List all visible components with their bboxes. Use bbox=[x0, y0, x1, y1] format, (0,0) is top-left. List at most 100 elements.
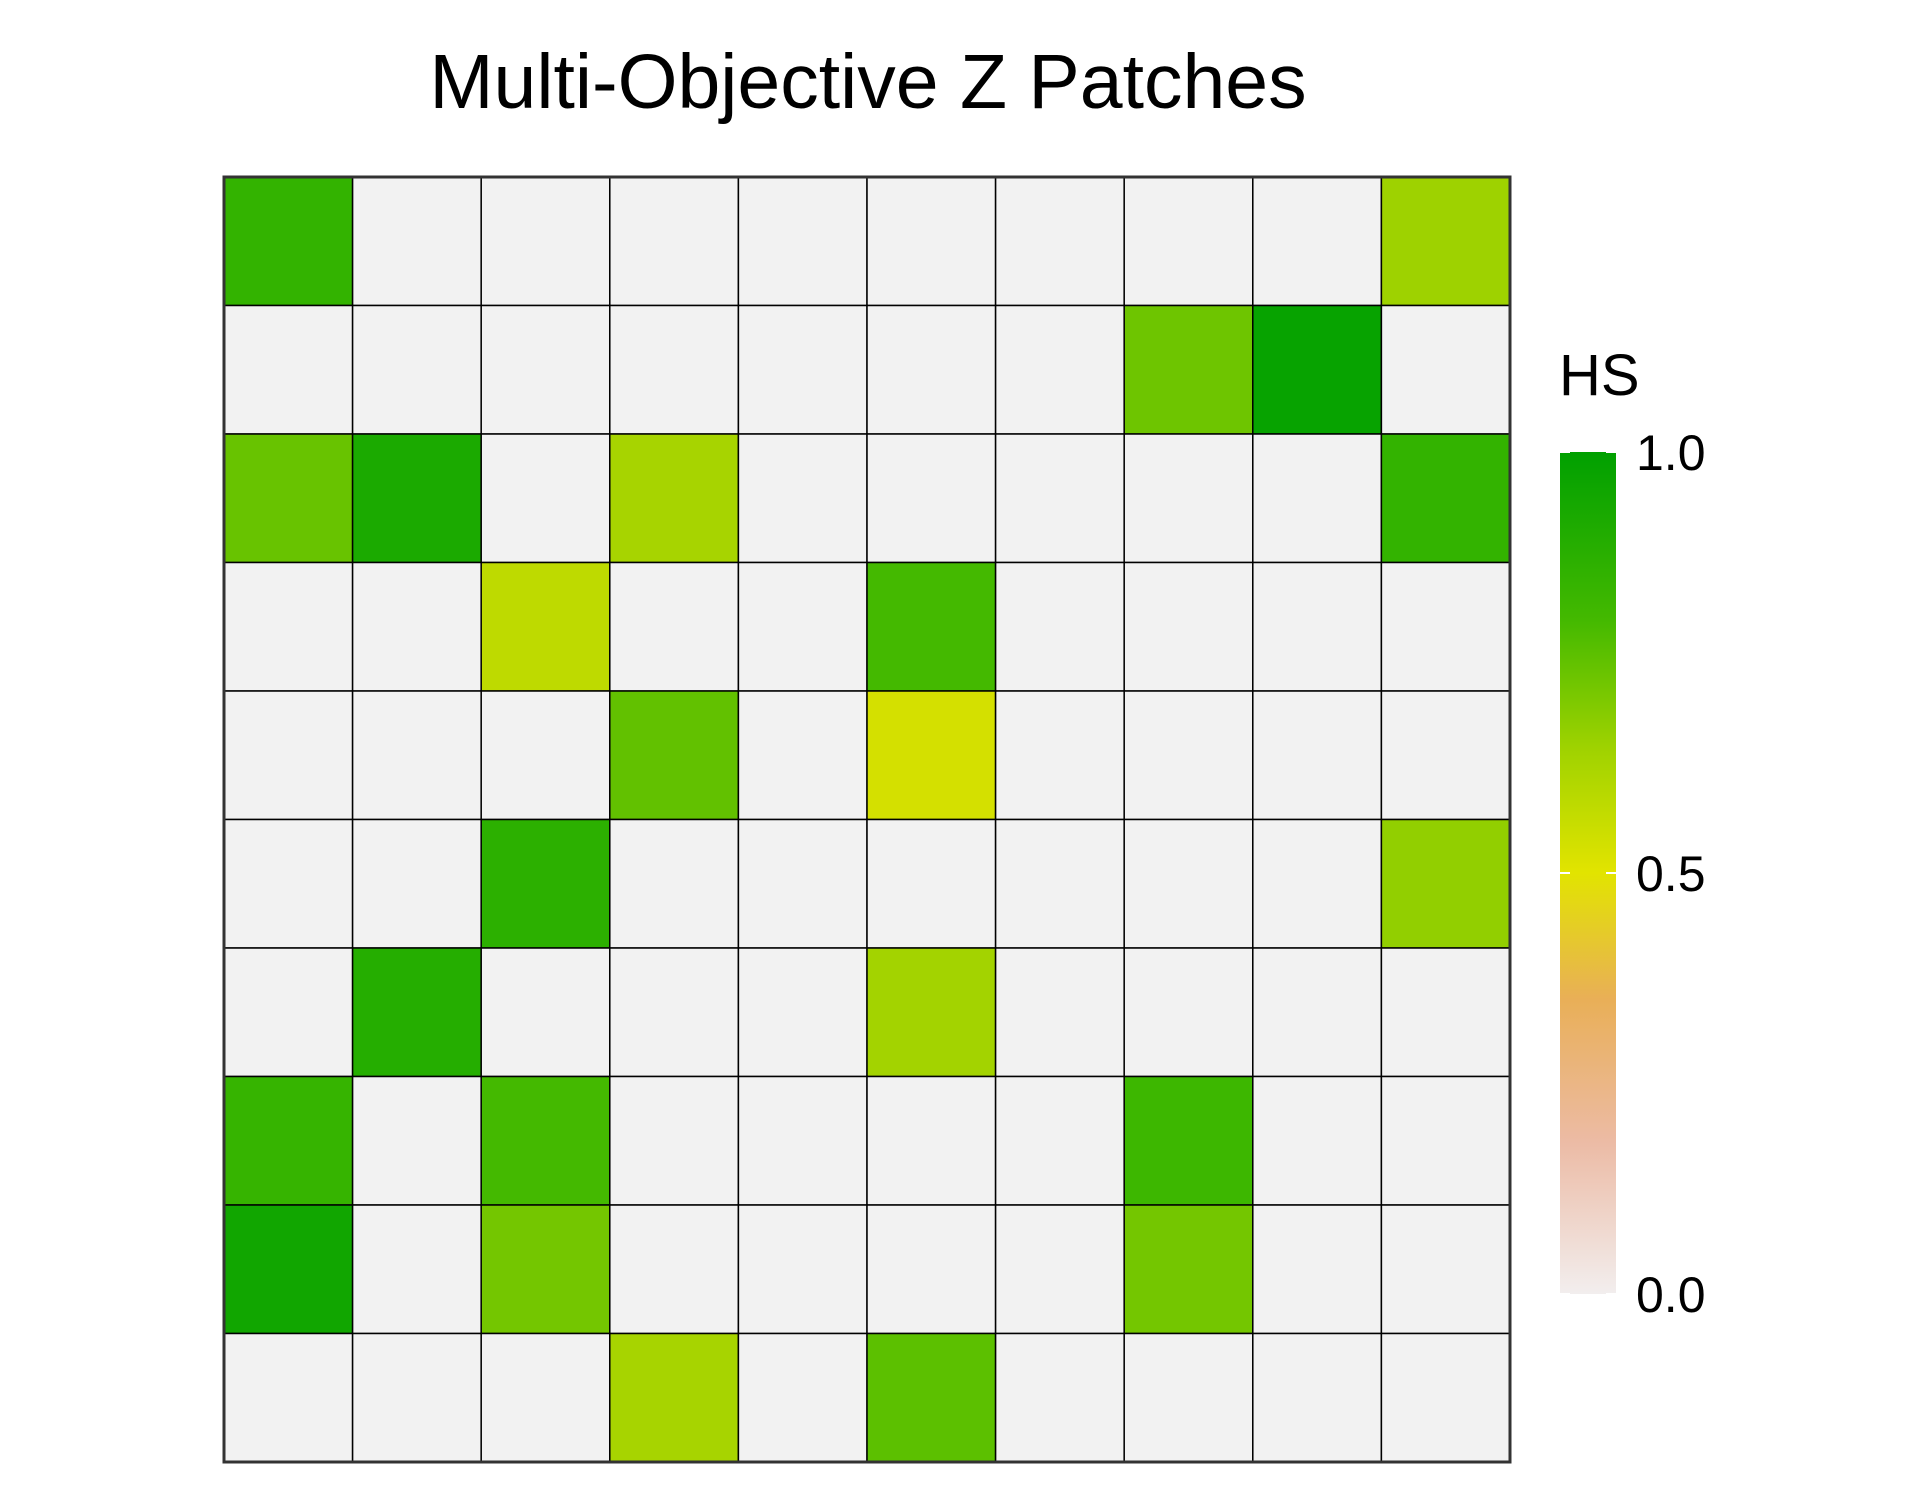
heatmap-cell-r7-c1 bbox=[223, 947, 354, 1078]
heatmap-cell-r6-c4 bbox=[609, 818, 740, 949]
heatmap-cell-r3-c9 bbox=[1252, 433, 1383, 564]
heatmap-cell-r5-c5 bbox=[737, 690, 868, 821]
heatmap-cell-r3-c6 bbox=[866, 433, 997, 564]
heatmap-cell-r10-c7 bbox=[994, 1332, 1125, 1463]
heatmap-cell-r4-c4 bbox=[609, 561, 740, 692]
heatmap-cell-r6-c1 bbox=[223, 818, 354, 949]
heatmap-cell-r1-c6 bbox=[866, 176, 997, 307]
heatmap-cell-r3-c5 bbox=[737, 433, 868, 564]
heatmap-cell-r2-c7 bbox=[994, 304, 1125, 435]
heatmap-cell-r3-c1 bbox=[223, 433, 354, 564]
heatmap-cell-r4-c3 bbox=[480, 561, 611, 692]
heatmap-cell-r10-c1 bbox=[223, 1332, 354, 1463]
heatmap-cell-r2-c5 bbox=[737, 304, 868, 435]
heatmap-cell-r2-c9 bbox=[1252, 304, 1383, 435]
heatmap-cell-r9-c3 bbox=[480, 1204, 611, 1335]
heatmap-cell-r6-c9 bbox=[1252, 818, 1383, 949]
heatmap-cell-r4-c5 bbox=[737, 561, 868, 692]
heatmap-cell-r6-c8 bbox=[1123, 818, 1254, 949]
heatmap-cell-r7-c6 bbox=[866, 947, 997, 1078]
heatmap-cell-r2-c10 bbox=[1380, 304, 1511, 435]
heatmap-cell-r3-c4 bbox=[609, 433, 740, 564]
heatmap-cell-r7-c2 bbox=[351, 947, 482, 1078]
heatmap-cell-r1-c3 bbox=[480, 176, 611, 307]
heatmap-cell-r2-c6 bbox=[866, 304, 997, 435]
heatmap-cell-r2-c2 bbox=[351, 304, 482, 435]
legend-tick-label-0.5: 0.5 bbox=[1636, 846, 1706, 902]
legend-title: HS bbox=[1559, 343, 1640, 408]
heatmap-cell-r8-c7 bbox=[994, 1075, 1125, 1206]
heatmap-cell-r5-c10 bbox=[1380, 690, 1511, 821]
heatmap-cell-r2-c3 bbox=[480, 304, 611, 435]
heatmap-cell-r7-c8 bbox=[1123, 947, 1254, 1078]
heatmap-cell-r6-c3 bbox=[480, 818, 611, 949]
heatmap-grid bbox=[223, 176, 1511, 1463]
heatmap-cell-r4-c6 bbox=[866, 561, 997, 692]
heatmap-cell-r4-c2 bbox=[351, 561, 482, 692]
heatmap-cell-r4-c1 bbox=[223, 561, 354, 692]
heatmap-cell-r5-c8 bbox=[1123, 690, 1254, 821]
heatmap-cell-r9-c8 bbox=[1123, 1204, 1254, 1335]
heatmap-cell-r7-c9 bbox=[1252, 947, 1383, 1078]
heatmap-cell-r6-c10 bbox=[1380, 818, 1511, 949]
heatmap-cell-r1-c9 bbox=[1252, 176, 1383, 307]
heatmap-cell-r7-c10 bbox=[1380, 947, 1511, 1078]
heatmap-cell-r9-c5 bbox=[737, 1204, 868, 1335]
legend: HS 0.0 0.5 1.0 bbox=[1559, 343, 1706, 1323]
heatmap-cell-r2-c8 bbox=[1123, 304, 1254, 435]
heatmap-cell-r3-c7 bbox=[994, 433, 1125, 564]
heatmap-cell-r10-c8 bbox=[1123, 1332, 1254, 1463]
heatmap-cell-r8-c3 bbox=[480, 1075, 611, 1206]
heatmap-cell-r4-c8 bbox=[1123, 561, 1254, 692]
heatmap-cell-r2-c4 bbox=[609, 304, 740, 435]
heatmap-cell-r7-c3 bbox=[480, 947, 611, 1078]
heatmap-cell-r6-c6 bbox=[866, 818, 997, 949]
heatmap-cell-r8-c6 bbox=[866, 1075, 997, 1206]
heatmap-cell-r9-c2 bbox=[351, 1204, 482, 1335]
heatmap-cell-r10-c10 bbox=[1380, 1332, 1511, 1463]
heatmap-cell-r9-c7 bbox=[994, 1204, 1125, 1335]
heatmap-cell-r1-c1 bbox=[223, 176, 354, 307]
heatmap-cell-r5-c1 bbox=[223, 690, 354, 821]
heatmap-cell-r1-c8 bbox=[1123, 176, 1254, 307]
heatmap-cell-r3-c2 bbox=[351, 433, 482, 564]
heatmap-cell-r7-c7 bbox=[994, 947, 1125, 1078]
heatmap-cell-r6-c7 bbox=[994, 818, 1125, 949]
heatmap-cell-r5-c6 bbox=[866, 690, 997, 821]
heatmap-cell-r6-c2 bbox=[351, 818, 482, 949]
heatmap-cell-r8-c9 bbox=[1252, 1075, 1383, 1206]
legend-ticks: 0.0 0.5 1.0 bbox=[1560, 425, 1706, 1323]
heatmap-cell-r8-c4 bbox=[609, 1075, 740, 1206]
heatmap-cell-r1-c7 bbox=[994, 176, 1125, 307]
heatmap-cell-r8-c2 bbox=[351, 1075, 482, 1206]
heatmap-cell-r3-c8 bbox=[1123, 433, 1254, 564]
chart-title: Multi-Objective Z Patches bbox=[429, 39, 1306, 125]
heatmap-cell-r10-c4 bbox=[609, 1332, 740, 1463]
heatmap-cell-r10-c6 bbox=[866, 1332, 997, 1463]
legend-tick-label-1.0: 1.0 bbox=[1636, 425, 1706, 481]
heatmap-cell-r5-c4 bbox=[609, 690, 740, 821]
heatmap-cell-r5-c3 bbox=[480, 690, 611, 821]
heatmap-cell-r8-c8 bbox=[1123, 1075, 1254, 1206]
heatmap-cell-r8-c1 bbox=[223, 1075, 354, 1206]
heatmap-cell-r8-c10 bbox=[1380, 1075, 1511, 1206]
heatmap-cell-r2-c1 bbox=[223, 304, 354, 435]
heatmap-cell-r10-c2 bbox=[351, 1332, 482, 1463]
heatmap-cell-r5-c9 bbox=[1252, 690, 1383, 821]
heatmap-cell-r1-c10 bbox=[1380, 176, 1511, 307]
heatmap-cell-r10-c9 bbox=[1252, 1332, 1383, 1463]
heatmap-cell-r6-c5 bbox=[737, 818, 868, 949]
heatmap-cell-r9-c10 bbox=[1380, 1204, 1511, 1335]
heatmap-cell-r10-c5 bbox=[737, 1332, 868, 1463]
legend-tick-label-0.0: 0.0 bbox=[1636, 1267, 1706, 1323]
heatmap-cell-r4-c9 bbox=[1252, 561, 1383, 692]
heatmap-cell-r5-c2 bbox=[351, 690, 482, 821]
heatmap-cell-r9-c4 bbox=[609, 1204, 740, 1335]
heatmap-cell-r4-c7 bbox=[994, 561, 1125, 692]
heatmap-cell-r3-c3 bbox=[480, 433, 611, 564]
heatmap-cell-r9-c6 bbox=[866, 1204, 997, 1335]
heatmap-cell-r9-c1 bbox=[223, 1204, 354, 1335]
heatmap-cell-r4-c10 bbox=[1380, 561, 1511, 692]
heatmap-cell-r1-c4 bbox=[609, 176, 740, 307]
